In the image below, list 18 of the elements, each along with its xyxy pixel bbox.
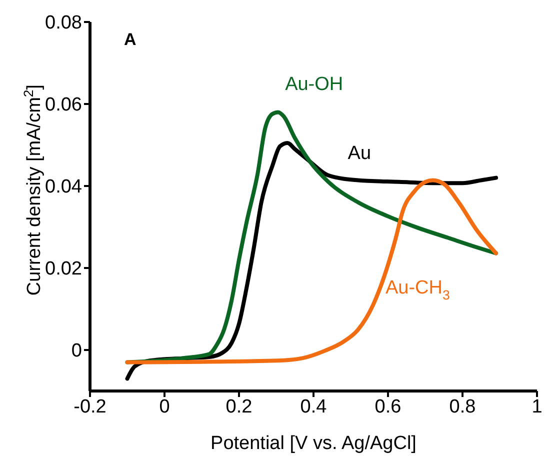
- x-axis-title: Potential [V vs. Ag/AgCl]: [210, 433, 416, 454]
- y-tick-label: 0.04: [45, 176, 82, 198]
- x-tick-label: 0.2: [226, 396, 252, 418]
- y-tick-label: 0.02: [45, 258, 82, 280]
- y-tick-label: 0.06: [45, 94, 82, 116]
- y-tick-label: 0: [71, 340, 82, 362]
- x-tick-label: -0.2: [74, 396, 106, 418]
- x-tick-label: 1: [532, 396, 542, 418]
- x-tick-label: 0: [159, 396, 170, 418]
- series-label: Au-OH: [285, 74, 344, 95]
- y-tick-label: 0.08: [45, 12, 82, 34]
- series-label: Au-CH$_{3}$: [385, 276, 450, 302]
- x-tick-label: 0.6: [374, 396, 402, 418]
- series-label: Au: [348, 142, 372, 164]
- line-series: [125, 178, 498, 364]
- annotation: A: [124, 30, 136, 50]
- x-tick-label: 0.8: [449, 396, 476, 418]
- x-tick-label: 0.4: [300, 396, 328, 418]
